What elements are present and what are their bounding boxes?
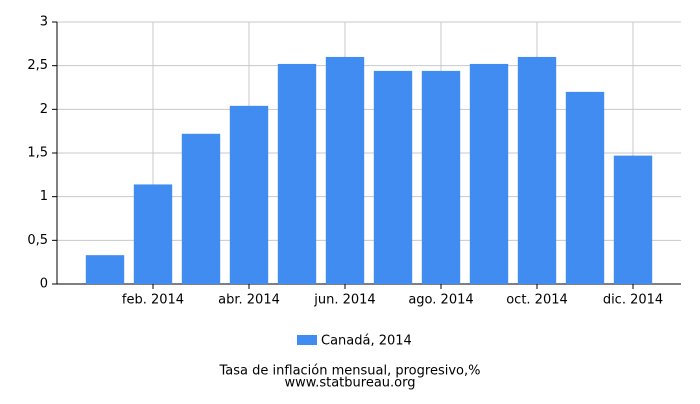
x-tick-label: jun. 2014 (313, 293, 375, 308)
x-tick-label: oct. 2014 (506, 293, 568, 308)
x-tick-label: dic. 2014 (603, 293, 663, 308)
bar (325, 56, 365, 284)
bar (613, 155, 653, 284)
bar (229, 105, 269, 284)
bar (469, 63, 509, 284)
legend-label: Canadá, 2014 (321, 334, 412, 349)
y-tick-label: 1,5 (27, 146, 48, 161)
bar (373, 70, 413, 284)
y-tick-label: 2 (40, 102, 48, 117)
bar (421, 70, 461, 284)
bar (133, 184, 173, 284)
bar (277, 63, 317, 284)
y-tick-label: 3 (40, 15, 48, 30)
y-tick-label: 1 (40, 189, 48, 204)
y-tick-label: 0,5 (27, 233, 48, 248)
source: www.statbureau.org (285, 376, 416, 391)
legend-swatch (297, 335, 317, 345)
x-tick-label: ago. 2014 (408, 293, 473, 308)
x-tick-label: feb. 2014 (122, 293, 184, 308)
bar (181, 133, 221, 284)
bar (85, 255, 125, 284)
chart-title: Tasa de inflación mensual, progresivo,% (219, 364, 481, 379)
y-tick-label: 2,5 (27, 58, 48, 73)
y-tick-label: 0 (40, 277, 48, 292)
bar (565, 91, 605, 284)
bar (517, 56, 557, 284)
x-tick-label: abr. 2014 (218, 293, 280, 308)
